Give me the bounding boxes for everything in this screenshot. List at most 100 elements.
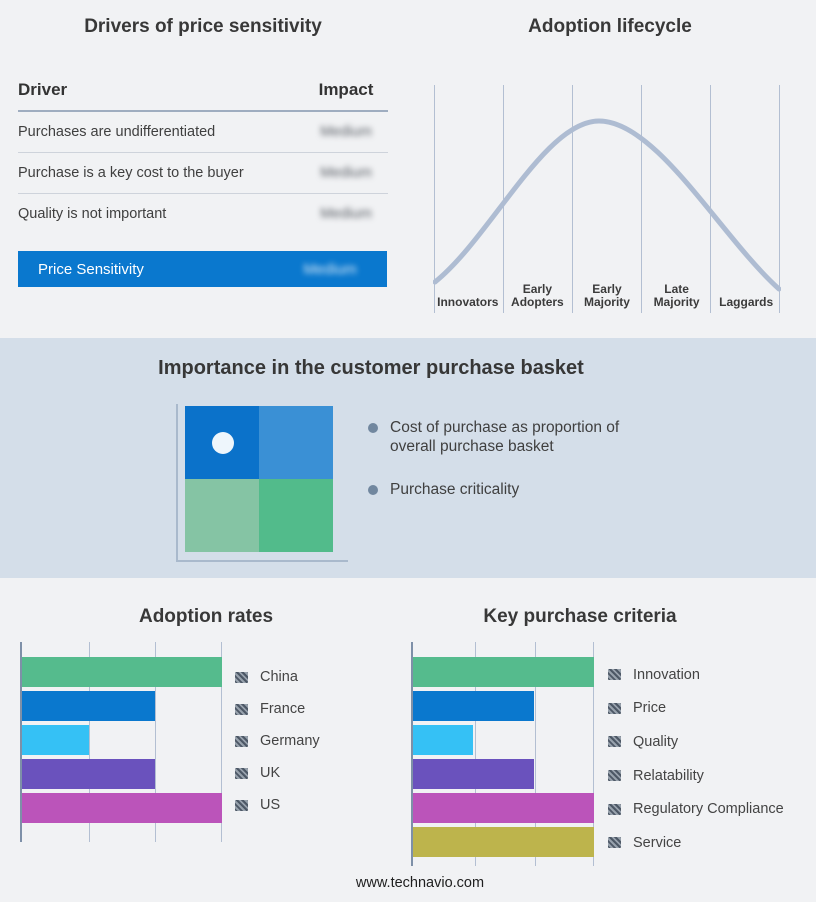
legend-item: France	[235, 693, 320, 725]
stage-label: Innovators	[437, 295, 499, 309]
stage-label: Early Adopters	[511, 282, 564, 309]
stage-labels: Innovators Early Adopters Early Majority La…	[433, 275, 781, 309]
quadrant-bottom-right	[259, 479, 333, 552]
bar-france	[22, 691, 156, 721]
blurred-value-swatch	[235, 671, 248, 683]
quadrant-top-right	[259, 406, 333, 479]
drivers-panel: Drivers of price sensitivity Driver Impa…	[18, 16, 388, 287]
bar-quality	[413, 725, 474, 755]
bullet-icon	[368, 485, 378, 495]
blurred-value-swatch	[608, 736, 621, 748]
blurred-value-swatch	[608, 837, 621, 849]
legend-label: Quality	[633, 733, 679, 750]
gridline	[535, 642, 537, 866]
legend-label: US	[260, 797, 281, 813]
legend-label: UK	[260, 765, 281, 781]
legend-label: Regulatory Compliance	[633, 801, 784, 818]
bar-innovation	[413, 657, 594, 687]
key-purchase-criteria-plot	[411, 642, 595, 866]
quadrant-matrix	[185, 406, 333, 552]
quadrant-bottom-left	[185, 479, 259, 552]
stage-label: Laggards	[719, 295, 774, 309]
basket-bullet-list: Cost of purchase as proportion of overal…	[368, 418, 668, 523]
gridline	[593, 642, 595, 866]
bar-price	[413, 691, 534, 721]
price-sensitivity-label: Price Sensitivity	[38, 260, 144, 278]
drivers-table-header: Driver Impact	[18, 80, 388, 112]
impact-value-blurred: Medium	[320, 124, 372, 140]
driver-row: Purchase is a key cost to the buyer Mediu…	[18, 153, 388, 194]
driver-row: Purchases are undifferentiated Medium	[18, 112, 388, 153]
legend-item: Relatability	[608, 759, 784, 793]
drivers-title: Drivers of price sensitivity	[84, 16, 322, 37]
legend-item: Quality	[608, 725, 784, 759]
adoption-rates-legend: China France Germany UK US	[235, 661, 320, 821]
blurred-value-swatch	[608, 803, 621, 815]
legend-label: Relatability	[633, 767, 704, 784]
quadrant-top-left	[185, 406, 259, 479]
legend-item: US	[235, 789, 320, 821]
gridline	[155, 642, 157, 842]
lifecycle-title: Adoption lifecycle	[528, 16, 692, 37]
adoption-lifecycle-panel: Adoption lifecycle Innovators Early Adopt…	[420, 16, 800, 313]
adoption-rates-bars	[22, 657, 222, 827]
price-sensitivity-row: Price Sensitivity Medium	[18, 251, 387, 287]
blurred-value-swatch	[608, 770, 621, 782]
bar-relatability	[413, 759, 534, 789]
bar-china	[22, 657, 222, 687]
legend-label: China	[260, 669, 298, 685]
adoption-lifecycle-chart: Innovators Early Adopters Early Majority La…	[433, 85, 781, 313]
gridline	[221, 642, 222, 842]
drivers-table-rows: Purchases are undifferentiated Medium Purc…	[18, 112, 388, 234]
purchase-basket-band: Importance in the customer purchase bask…	[0, 338, 816, 578]
stage-label: Late Majority	[653, 282, 700, 309]
legend-item: Price	[608, 692, 784, 726]
website-url: www.technavio.com	[355, 875, 485, 891]
adoption-rates-plot	[20, 642, 222, 842]
bar-regulatory-compliance	[413, 793, 594, 823]
bullet-item: Cost of purchase as proportion of overal…	[368, 418, 668, 456]
price-sensitivity-impact-blurred: Medium	[303, 260, 357, 278]
gridline	[474, 642, 476, 866]
bullet-text: Cost of purchase as proportion of overal…	[390, 419, 620, 455]
blurred-value-swatch	[235, 735, 248, 747]
blurred-value-swatch	[608, 669, 621, 681]
legend-item: Germany	[235, 725, 320, 757]
adoption-rates-title: Adoption rates	[138, 606, 274, 627]
bullet-text: Purchase criticality	[390, 481, 520, 498]
column-impact: Impact	[318, 80, 374, 99]
legend-item: UK	[235, 757, 320, 789]
gridline	[88, 642, 90, 842]
bullet-icon	[368, 423, 378, 433]
key-purchase-criteria-legend: Innovation Price Quality Relatability Regula…	[608, 658, 784, 860]
legend-label: Price	[633, 700, 667, 717]
bell-curve-svg	[433, 85, 781, 313]
legend-item: Service	[608, 826, 784, 860]
adoption-curve	[433, 118, 781, 292]
blurred-value-swatch	[235, 703, 248, 715]
stage-label: Early Majority	[583, 282, 630, 309]
highlight-dot	[212, 432, 234, 454]
blurred-value-swatch	[235, 799, 248, 811]
impact-value-blurred: Medium	[320, 206, 372, 222]
driver-text: Purchases are undifferentiated	[18, 124, 216, 140]
bar-us	[22, 793, 222, 823]
bar-uk	[22, 759, 156, 789]
lifecycle-gridlines	[434, 85, 780, 313]
legend-label: Innovation	[633, 666, 700, 683]
driver-row: Quality is not important Medium	[18, 194, 388, 234]
bar-service	[413, 827, 594, 857]
legend-label: France	[260, 701, 306, 717]
quadrant-axes	[176, 404, 348, 562]
column-driver: Driver	[18, 80, 68, 99]
legend-item: Regulatory Compliance	[608, 792, 784, 826]
key-purchase-criteria-bars	[413, 657, 594, 861]
key-purchase-criteria-title: Key purchase criteria	[483, 606, 677, 627]
basket-title: Importance in the customer purchase bask…	[158, 357, 584, 379]
legend-item: China	[235, 661, 320, 693]
bar-germany	[22, 725, 89, 755]
legend-label: Service	[633, 834, 682, 851]
legend-label: Germany	[260, 733, 320, 749]
driver-text: Quality is not important	[18, 206, 167, 222]
impact-value-blurred: Medium	[320, 165, 372, 181]
